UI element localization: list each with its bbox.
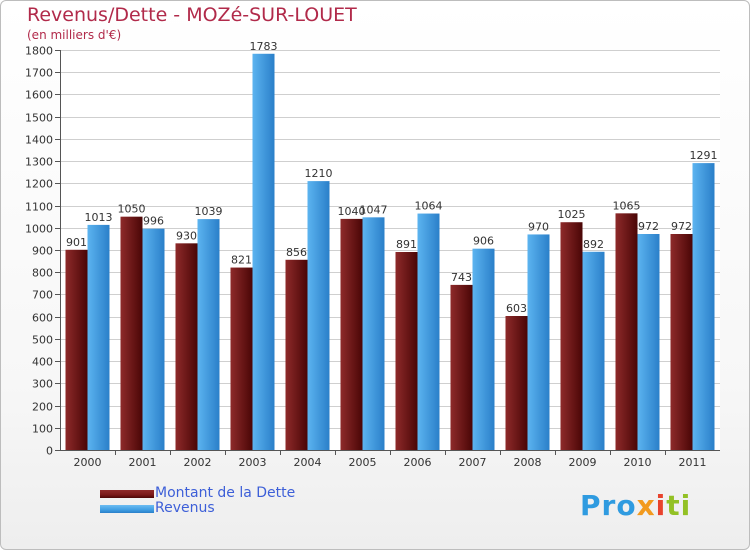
y-tick-label-1300: 1300 [25, 156, 53, 169]
data-label-dette-2006: 891 [396, 238, 417, 251]
data-label-revenus-2003: 1783 [250, 40, 278, 53]
data-label-revenus-2011: 1291 [690, 149, 718, 162]
y-tick-label-1800: 1800 [25, 45, 53, 58]
proxiti-logo: Proxiti [580, 489, 691, 522]
y-tick-label-100: 100 [32, 423, 53, 436]
bar-revenus-2004 [307, 181, 330, 450]
y-tick-label-1200: 1200 [25, 178, 53, 191]
data-label-dette-2002: 930 [176, 229, 197, 242]
y-tick-label-1100: 1100 [25, 201, 53, 214]
bar-revenus-2003 [252, 53, 275, 451]
bar-revenus-2010 [637, 234, 660, 450]
y-tick-label-1400: 1400 [25, 134, 53, 147]
legend-item-dette: Montant de la Dette [100, 486, 295, 501]
data-label-dette-2003: 821 [231, 254, 252, 267]
legend-label-dette: Montant de la Dette [155, 485, 296, 501]
bar-revenus-2005 [362, 217, 385, 450]
data-label-revenus-2002: 1039 [195, 205, 223, 218]
bar-dette-2006 [395, 252, 418, 450]
x-tick-label-2006: 2006 [404, 456, 432, 469]
x-tick-label-2011: 2011 [679, 456, 707, 469]
data-label-dette-2010: 1065 [613, 199, 641, 212]
bar-dette-2008 [505, 316, 528, 450]
bar-dette-2004 [285, 259, 308, 450]
y-tick-label-900: 900 [32, 245, 53, 258]
bar-dette-2002 [175, 243, 198, 450]
logo-part-3: i [655, 489, 667, 522]
bar-dette-2007 [450, 284, 473, 450]
chart-subtitle: (en milliers d'€) [27, 28, 122, 42]
bar-dette-2005 [340, 218, 363, 450]
bar-dette-2001 [120, 216, 143, 450]
y-tick-label-1700: 1700 [25, 67, 53, 80]
data-label-revenus-2005: 1047 [360, 203, 388, 216]
bar-revenus-2002 [197, 219, 220, 450]
logo-part-2: x [636, 489, 656, 522]
bar-revenus-2008 [527, 234, 550, 450]
y-tick-label-1600: 1600 [25, 89, 53, 102]
chart-title: Revenus/Dette - MOZé-SUR-LOUET [27, 4, 357, 26]
data-label-dette-2007: 743 [451, 271, 472, 284]
x-tick-label-2001: 2001 [129, 456, 157, 469]
bar-revenus-2000 [87, 224, 110, 450]
y-tick-label-200: 200 [32, 401, 53, 414]
bar-revenus-2011 [692, 163, 715, 450]
y-tick-label-0: 0 [46, 445, 53, 458]
bar-revenus-2007 [472, 248, 495, 450]
bar-dette-2011 [670, 234, 693, 450]
x-tick-label-2009: 2009 [569, 456, 597, 469]
x-tick-label-2005: 2005 [349, 456, 377, 469]
bar-dette-2003 [230, 267, 253, 450]
logo-part-4: ti [666, 489, 692, 522]
data-label-revenus-2008: 970 [528, 220, 549, 233]
data-label-dette-2011: 972 [671, 220, 692, 233]
data-label-dette-2000: 901 [66, 236, 87, 249]
legend-label-revenus: Revenus [155, 500, 215, 516]
bar-dette-2010 [615, 213, 638, 450]
bar-revenus-2001 [142, 228, 165, 450]
y-tick-label-1000: 1000 [25, 223, 53, 236]
x-tick-label-2008: 2008 [514, 456, 542, 469]
y-tick-label-300: 300 [32, 378, 53, 391]
data-label-revenus-2000: 1013 [85, 211, 113, 224]
x-tick-label-2010: 2010 [624, 456, 652, 469]
bar-dette-2000 [65, 249, 88, 450]
logo-part-1: Pro [580, 489, 637, 522]
x-tick-label-2000: 2000 [74, 456, 102, 469]
legend-item-revenus: Revenus [100, 501, 295, 516]
y-tick-label-1500: 1500 [25, 112, 53, 125]
x-tick-label-2004: 2004 [294, 456, 322, 469]
data-label-dette-2008: 603 [506, 302, 527, 315]
data-label-revenus-2004: 1210 [305, 167, 333, 180]
y-tick-label-500: 500 [32, 334, 53, 347]
bar-revenus-2009 [582, 251, 605, 450]
data-label-revenus-2009: 892 [583, 238, 604, 251]
legend-swatch-revenus [100, 504, 154, 513]
y-tick-label-800: 800 [32, 267, 53, 280]
data-label-revenus-2007: 906 [473, 235, 494, 248]
y-tick-label-700: 700 [32, 289, 53, 302]
data-label-dette-2001: 1050 [118, 203, 146, 216]
bar-revenus-2006 [417, 213, 440, 450]
x-tick-label-2003: 2003 [239, 456, 267, 469]
data-label-dette-2009: 1025 [558, 208, 586, 221]
x-tick-label-2007: 2007 [459, 456, 487, 469]
x-tick-label-2002: 2002 [184, 456, 212, 469]
bar-dette-2009 [560, 222, 583, 450]
y-tick-label-400: 400 [32, 356, 53, 369]
data-label-dette-2004: 856 [286, 246, 307, 259]
data-label-dette-2005: 1040 [338, 205, 366, 218]
data-label-revenus-2001: 996 [143, 215, 164, 228]
legend-swatch-dette [100, 489, 154, 498]
legend: Montant de la Dette Revenus [100, 486, 295, 516]
y-tick-label-600: 600 [32, 312, 53, 325]
data-label-revenus-2010: 972 [638, 220, 659, 233]
data-label-revenus-2006: 1064 [415, 200, 443, 213]
